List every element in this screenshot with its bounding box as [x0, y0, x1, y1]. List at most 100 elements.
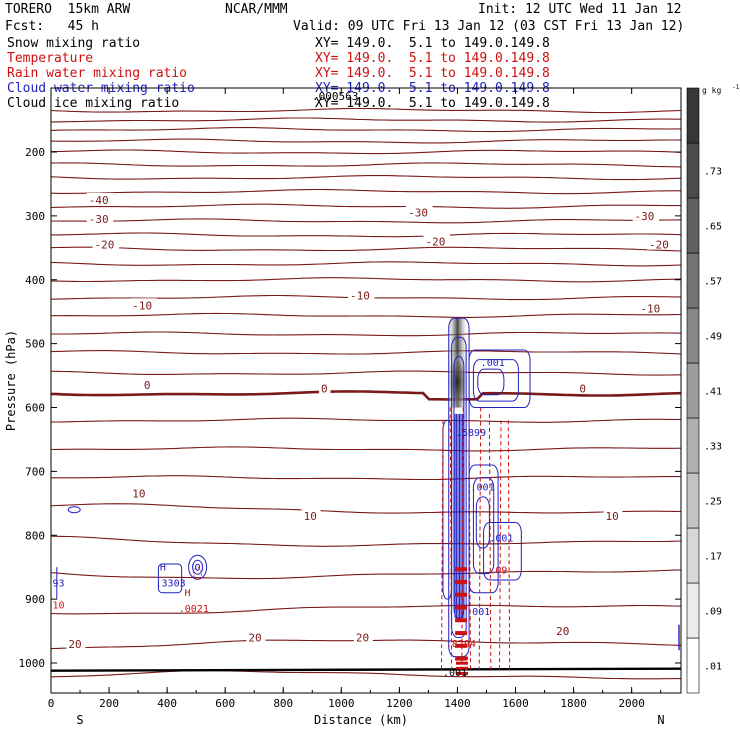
colorbar-unit-exponent: -1: [732, 84, 740, 91]
colorbar-swatch: [686, 637, 700, 694]
isotherm-line: [51, 203, 681, 209]
cloud-water-contour: [157, 563, 183, 594]
temperature-label-bg: [92, 237, 120, 250]
cloud-label: .001: [471, 483, 495, 494]
south-end-label: S: [76, 713, 83, 727]
x-tick-label: 0: [48, 697, 55, 710]
temperature-label: 10: [304, 510, 317, 523]
rain-water-core: [455, 605, 468, 610]
x-tick-label: 400: [157, 697, 177, 710]
isotherm-line: [51, 188, 681, 195]
y-tick-label: 800: [25, 529, 45, 542]
y-tick-label: 700: [25, 465, 45, 478]
colorbar-swatch: [686, 197, 700, 254]
cloud-layer: [56, 317, 680, 675]
temperature-label: -10: [132, 299, 152, 312]
rain-water-contour: [478, 407, 482, 670]
x-tick-label: 1200: [386, 697, 413, 710]
temperature-label: -30: [408, 207, 428, 220]
field-snow-name: Snow mixing ratio: [7, 36, 141, 51]
temperature-label: -40: [89, 194, 109, 207]
cloud-label: .001: [489, 534, 513, 545]
x-axis-label: Distance (km): [314, 713, 408, 727]
temperature-label: 20: [556, 625, 569, 638]
rain-water-contour: [507, 420, 511, 670]
isotherm-layer: [51, 107, 681, 680]
isotherm-line: [51, 312, 681, 318]
temperature-label: 0: [321, 382, 328, 395]
rain-water-core: [455, 643, 468, 648]
org-label: NCAR/MMM: [225, 2, 288, 17]
isotherm-line: [51, 331, 681, 337]
isotherm-line: [51, 604, 681, 615]
colorbar-unit: g kg: [702, 86, 721, 95]
rain-water-core: [455, 631, 468, 636]
field-cloudice-name: Cloud ice mixing ratio: [7, 96, 180, 111]
y-tick-label: 200: [25, 146, 45, 159]
rain-water-core: [456, 656, 468, 660]
temperature-label-bg: [647, 237, 674, 250]
temperature-label: -20: [649, 239, 669, 252]
cloud-water-contour: [468, 464, 499, 594]
isotherm-line: [51, 261, 681, 267]
field-rain-name: Rain water mixing ratio: [7, 66, 188, 81]
isotherm-line: [51, 246, 681, 252]
temperature-label-bg: [130, 298, 157, 311]
rain-water-core: [456, 671, 468, 675]
axis-layer: 0 200 400 600 800 1000 1200 1400 1600 1800 2000200…: [4, 87, 682, 727]
cloud-water-contour: [188, 554, 208, 580]
y-tick-label: 300: [25, 210, 45, 223]
cloud-water-contour: [192, 559, 204, 575]
cloud-water-contour: [483, 521, 522, 581]
rain-water-contour: [193, 567, 203, 581]
isotherm-line: [51, 138, 681, 144]
colorbar-label: .41: [704, 387, 722, 398]
x-tick-label: 1600: [502, 697, 529, 710]
temperature-label: 20: [356, 631, 369, 644]
field-snow-xy: XY= 149.0. 5.1 to 149.0.149.8: [315, 36, 550, 51]
isotherm-line: [51, 446, 681, 452]
colorbar-swatch: [686, 582, 700, 639]
colorbar-label: .73: [704, 167, 722, 178]
isotherm-line: [51, 162, 681, 168]
y-tick-label: 600: [25, 402, 45, 415]
field-temp-xy: XY= 149.0. 5.1 to 149.0.149.8: [315, 51, 550, 66]
temperature-label: 20: [248, 631, 261, 644]
y-tick-label: 500: [25, 338, 45, 351]
rain-water-contour: [449, 407, 453, 670]
isotherm-line: [51, 503, 681, 514]
temperature-label: 0: [144, 379, 151, 392]
temperature-label: 10: [132, 488, 145, 501]
isotherm-line: [51, 350, 681, 355]
colorbar-swatch: [686, 252, 700, 309]
isotherm-line: [51, 218, 681, 224]
temperature-label-bg: [353, 630, 373, 643]
temperature-label: 0: [579, 382, 586, 395]
isotherm-line: [51, 670, 681, 680]
colorbar-label: .09: [704, 607, 722, 618]
y-tick-label: 400: [25, 274, 45, 287]
field-cloudice-xy: XY= 149.0. 5.1 to 149.0.149.8: [315, 96, 550, 111]
temperature-label-bg: [86, 192, 114, 205]
field-temp-name: Temperature: [7, 51, 94, 66]
colorbar-label: .01: [704, 662, 722, 673]
cloud-label: .0021: [179, 604, 209, 615]
plot-frame: [50, 87, 682, 694]
temperature-label-bg: [86, 212, 114, 225]
rain-water-core: [455, 579, 468, 584]
isotherm-line: [51, 149, 681, 155]
cloud-water-contour: [195, 563, 201, 571]
isotherm-line: [51, 569, 681, 580]
isotherm-line: [51, 232, 681, 238]
temperature-label-bg: [554, 624, 574, 637]
cloud-label: 93: [52, 578, 64, 589]
cloud-label: .5899: [456, 428, 486, 439]
rain-water-core: [456, 661, 468, 665]
colorbar-label: .57: [704, 277, 722, 288]
temperature-label-bg: [423, 234, 451, 247]
isotherm-line: [51, 535, 681, 547]
temperature-label: 20: [68, 638, 81, 651]
rain-water-core: [455, 592, 468, 597]
x-tick-label: 2000: [618, 697, 645, 710]
rain-water-core: [455, 618, 468, 623]
